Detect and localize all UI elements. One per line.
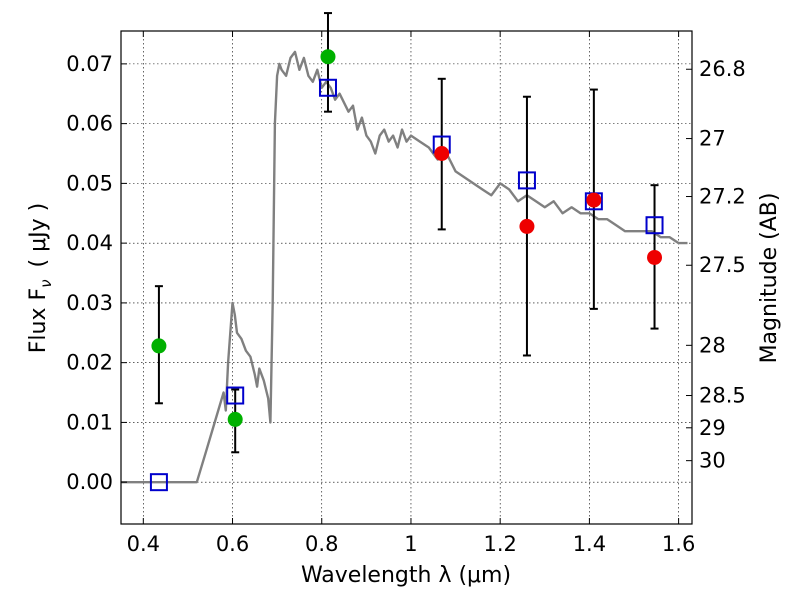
- x-tick-label: 1.6: [662, 532, 695, 556]
- y-tick-label: 0.06: [66, 112, 113, 136]
- errorbar-layer: [154, 12, 659, 454]
- right-tick-label: 26.8: [699, 57, 746, 81]
- plot-frame: [120, 30, 693, 525]
- y-tick-label: 0.03: [66, 291, 113, 315]
- observed-point-marker: [227, 411, 243, 427]
- model-point-marker: [149, 473, 168, 492]
- svg-text:Flux Fν( μJy ): Flux Fν ( μJy ): [26, 203, 55, 353]
- y-axis-label-left: Flux Fν ( μJy ): [26, 203, 55, 353]
- model-point-marker: [645, 216, 664, 235]
- y-tick-label: 0.07: [66, 52, 113, 76]
- y-tick-label: 0.05: [66, 171, 113, 195]
- x-tick-label: 1.2: [483, 532, 516, 556]
- grid-lines: [121, 31, 692, 524]
- x-tick-label: 1: [404, 532, 417, 556]
- right-tick-label: 27.2: [699, 185, 746, 209]
- model-point-marker: [318, 78, 337, 97]
- x-tick-label: 0.8: [305, 532, 338, 556]
- marker-layer: [149, 49, 664, 492]
- model-point-marker: [517, 171, 536, 190]
- y-tick-label: 0.01: [66, 410, 113, 434]
- observed-point-marker: [586, 192, 602, 208]
- observed-point-marker: [434, 146, 450, 162]
- y-axis-label-right: Magnitude (AB): [757, 193, 782, 364]
- x-tick-label: 0.4: [127, 532, 160, 556]
- observed-point-marker: [320, 49, 336, 65]
- x-axis-label: Wavelength λ (μm): [301, 563, 511, 588]
- right-tick-label: 27: [699, 127, 726, 151]
- right-tick-label: 30: [699, 449, 726, 473]
- right-axis-ticks: 26.8 27 27.2 27.5 28 28.5 29 30: [686, 57, 746, 473]
- y-axis-label-unit: ( μJy ): [26, 203, 51, 268]
- model-point-marker: [226, 386, 245, 405]
- right-tick-label: 27.5: [699, 253, 746, 277]
- y-tick-label: 0.00: [66, 470, 113, 494]
- right-tick-label: 28: [699, 333, 726, 357]
- observed-point-marker: [519, 218, 535, 234]
- right-tick-label: 29: [699, 416, 726, 440]
- spectrum-layer: [121, 50, 688, 484]
- x-tick-label: 0.6: [216, 532, 249, 556]
- x-tick-label: 1.4: [573, 532, 606, 556]
- y-axis-ticks: 0.00 0.01 0.02 0.03 0.04 0.05 0.06 0.07: [66, 52, 127, 494]
- observed-point-marker: [647, 249, 663, 265]
- x-axis-ticks: 0.4 0.6 0.8 1 1.2 1.4 1.6: [127, 31, 695, 556]
- y-axis-label-text: Flux F: [26, 288, 51, 353]
- right-tick-label: 28.5: [699, 384, 746, 408]
- y-tick-label: 0.02: [66, 351, 113, 375]
- observed-point-marker: [151, 338, 167, 354]
- y-tick-label: 0.04: [66, 231, 113, 255]
- y-axis-label-subscript: ν: [37, 279, 55, 287]
- spectrum-line: [121, 50, 688, 484]
